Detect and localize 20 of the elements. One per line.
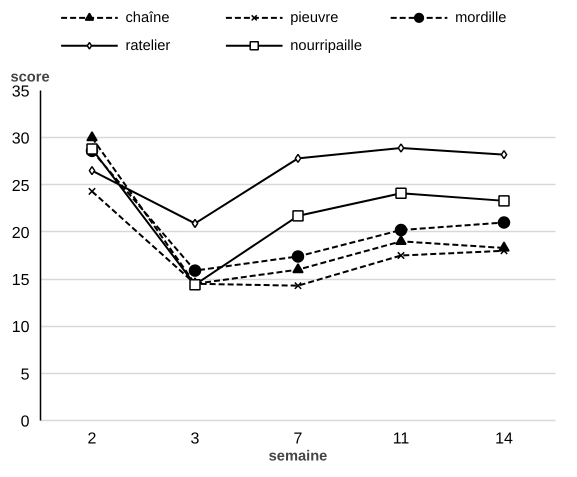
y-tick-label: 20 (12, 224, 30, 242)
x-tick-label: 11 (392, 430, 410, 448)
x-tick-label: 3 (190, 430, 200, 448)
x-tick-label: 7 (294, 430, 303, 448)
legend-label: nourripaille (290, 38, 362, 54)
y-tick-label: 10 (12, 319, 30, 336)
legend-label: pieuvre (290, 10, 338, 26)
x-tick-label: 14 (495, 430, 513, 448)
y-tick-label: 5 (20, 366, 30, 384)
x-tick-label: 2 (88, 430, 97, 448)
legend-label: chaîne (125, 10, 170, 26)
x-axis-title: semaine (268, 448, 328, 464)
y-tick-label: 25 (12, 178, 30, 195)
legend-label: mordille (455, 10, 506, 26)
legend-label: ratelier (125, 38, 170, 54)
y-tick-label: 30 (12, 130, 30, 148)
y-tick-label: 0 (20, 414, 30, 430)
y-axis-title: score (10, 70, 50, 86)
y-tick-label: 35 (12, 84, 30, 100)
y-tick-label: 15 (12, 272, 30, 290)
